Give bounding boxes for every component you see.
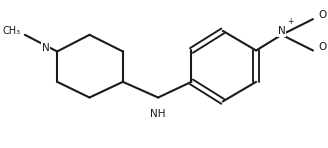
Text: CH₃: CH₃	[3, 26, 21, 36]
Text: +: +	[287, 17, 294, 26]
Text: N: N	[42, 42, 49, 53]
Text: N: N	[278, 26, 285, 36]
Text: O: O	[318, 10, 327, 20]
Text: NH: NH	[150, 109, 166, 119]
Text: O: O	[318, 42, 327, 52]
